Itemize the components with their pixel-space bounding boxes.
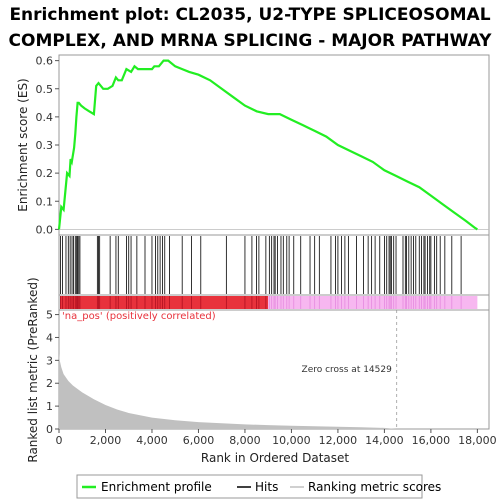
metric-x-tick-label: 6,000 xyxy=(183,434,215,447)
chart-title-line2: COMPLEX, AND MRNA SPLICING - MAJOR PATHW… xyxy=(9,31,493,51)
metric-x-axis-label: Rank in Ordered Dataset xyxy=(201,451,349,465)
es-y-tick-label: 0.6 xyxy=(36,55,54,68)
metric-x-tick-label: 10,000 xyxy=(272,434,311,447)
es-y-axis: 0.0 0.1 0.2 0.3 0.4 0.5 0.6 xyxy=(36,55,59,236)
positive-correlation-band xyxy=(60,296,269,309)
hits-panel xyxy=(58,234,490,296)
es-y-axis-label: Enrichment score (ES) xyxy=(16,78,30,211)
negative-correlation-band xyxy=(268,296,478,309)
metric-y-tick-label: 1 xyxy=(46,400,53,413)
zero-cross-label: Zero cross at 14529 xyxy=(302,365,393,375)
legend-enrichment-label: Enrichment profile xyxy=(101,480,212,494)
metric-x-tick-label: 18,000 xyxy=(458,434,497,447)
positive-correlation-label: 'na_pos' (positively correlated) xyxy=(62,311,216,322)
rank-color-band xyxy=(58,294,490,311)
metric-y-tick-label: 4 xyxy=(46,331,53,344)
metric-x-axis: 0 2,000 4,000 6,000 8,000 10,000 12,000 14,000 1… xyxy=(56,429,497,447)
legend: Enrichment profile Hits Ranking metric s… xyxy=(76,474,441,499)
es-y-tick-label: 0.0 xyxy=(36,223,54,236)
metric-x-tick-label: 16,000 xyxy=(412,434,451,447)
es-y-tick-label: 0.4 xyxy=(36,111,54,124)
es-y-tick-label: 0.1 xyxy=(36,195,54,208)
enrichment-score-panel: 0.0 0.1 0.2 0.3 0.4 0.5 0.6 Enrichment score (… xyxy=(16,54,490,236)
metric-x-tick-label: 12,000 xyxy=(319,434,358,447)
band-stripes xyxy=(59,296,462,309)
metric-x-tick-label: 4,000 xyxy=(136,434,168,447)
metric-y-tick-label: 2 xyxy=(46,377,53,390)
legend-hits-label: Hits xyxy=(255,480,278,494)
metric-y-tick-label: 0 xyxy=(46,423,53,436)
metric-x-tick-label: 2,000 xyxy=(90,434,122,447)
metric-y-axis-label: Ranked list metric (PreRanked) xyxy=(26,277,40,462)
hit-lines xyxy=(59,236,462,294)
es-plot-frame xyxy=(58,54,490,236)
es-y-tick-label: 0.2 xyxy=(36,167,54,180)
es-y-tick-label: 0.3 xyxy=(36,139,54,152)
enrichment-profile-line xyxy=(57,59,478,231)
metric-plot-frame xyxy=(58,309,490,430)
ranking-metric-area xyxy=(59,353,478,429)
metric-x-tick-label: 14,000 xyxy=(365,434,404,447)
legend-metric-label: Ranking metric scores xyxy=(308,480,441,494)
metric-x-tick-label: 8,000 xyxy=(229,434,261,447)
metric-y-axis: 0 1 2 3 4 5 xyxy=(46,309,59,436)
chart-title-line1: Enrichment plot: CL2035, U2-TYPE SPLICEO… xyxy=(9,5,490,25)
metric-y-tick-label: 3 xyxy=(46,354,53,367)
ranked-metric-panel: Zero cross at 14529 'na_pos' (positively… xyxy=(26,277,497,465)
es-y-tick-label: 0.5 xyxy=(36,83,54,96)
metric-y-tick-label: 5 xyxy=(46,309,53,322)
metric-x-tick-label: 0 xyxy=(56,434,63,447)
